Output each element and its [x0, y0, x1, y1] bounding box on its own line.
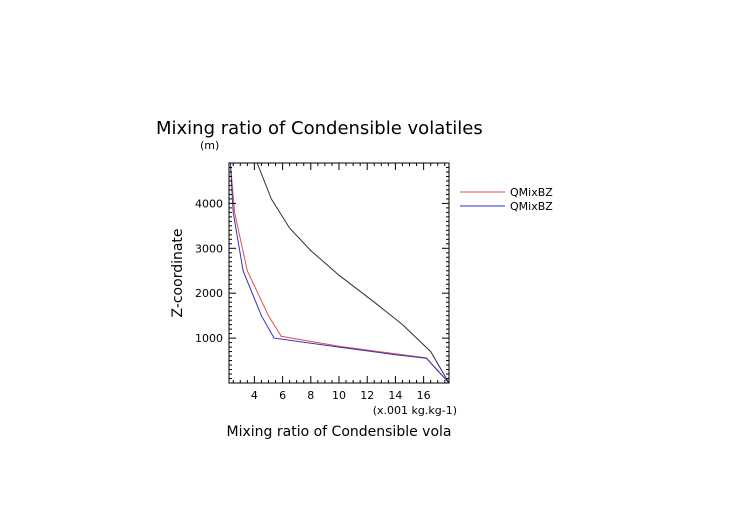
x-tick-label: 8	[307, 389, 314, 402]
y-tick-label: 1000	[195, 332, 223, 345]
series-line-2	[229, 162, 450, 384]
legend: QMixBZ QMixBZ	[460, 186, 553, 213]
x-tick-label: 14	[388, 389, 402, 402]
x-axis-label: Mixing ratio of Condensible vola	[227, 424, 452, 440]
y-axis-label: Z-coordinate	[170, 228, 186, 317]
x-tick-label: 16	[417, 389, 431, 402]
series-layer	[229, 162, 450, 384]
legend-label-2: QMixBZ	[510, 200, 553, 213]
plot-frame	[228, 162, 450, 384]
x-tick-label: 6	[279, 389, 286, 402]
y-tick-label: 4000	[195, 197, 223, 210]
x-axis-units: (x.001 kg.kg-1)	[373, 404, 457, 417]
y-tick-label: 2000	[195, 287, 223, 300]
y-tick-label: 3000	[195, 242, 223, 255]
series-line-3	[256, 162, 450, 384]
series-line-1	[229, 162, 450, 384]
x-tick-label: 4	[251, 389, 258, 402]
y-axis-units: (m)	[200, 139, 219, 152]
chart-title: Mixing ratio of Condensible volatiles	[156, 118, 483, 139]
x-tick-label: 12	[360, 389, 374, 402]
legend-label-1: QMixBZ	[510, 186, 553, 199]
x-tick-label: 10	[332, 389, 346, 402]
